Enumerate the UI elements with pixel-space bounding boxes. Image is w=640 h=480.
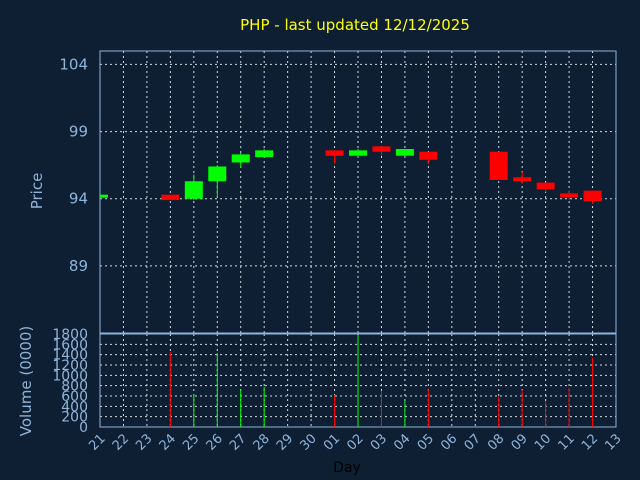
x-tick-label: 09 xyxy=(509,431,531,453)
candle-04 xyxy=(395,149,414,156)
price-frame xyxy=(99,50,617,334)
candle-24 xyxy=(161,194,180,201)
x-tick-label: 23 xyxy=(133,431,155,453)
price-tick-label: 94 xyxy=(69,190,88,208)
x-tick-label: 24 xyxy=(157,431,179,453)
candle-27 xyxy=(231,154,250,163)
candle-05 xyxy=(419,151,438,160)
price-tick-label: 104 xyxy=(59,55,88,73)
x-tick-label: 21 xyxy=(86,431,108,453)
volume-tick-label: 1200 xyxy=(52,358,88,374)
volume-tick-label: 1400 xyxy=(52,348,88,364)
price-tick-label: 99 xyxy=(69,123,88,141)
candle-02 xyxy=(349,150,367,156)
price-tick-label: 89 xyxy=(69,257,88,275)
x-tick-label: 11 xyxy=(555,431,577,453)
volume-tick-label: 800 xyxy=(61,379,88,395)
x-tick-label: 28 xyxy=(251,431,273,453)
volume-tick-label: 600 xyxy=(61,389,88,405)
candle-11 xyxy=(560,193,579,198)
x-tick-label: 03 xyxy=(368,431,390,453)
x-tick-label: 02 xyxy=(344,431,366,453)
candle-21 xyxy=(100,194,108,198)
volume-tick-label: 1800 xyxy=(52,327,88,343)
volume-axis-label: Volume (0000) xyxy=(17,326,35,436)
x-tick-label: 13 xyxy=(602,431,624,453)
volume-tick-label: 0 xyxy=(79,420,88,436)
x-tick-label: 04 xyxy=(391,431,413,453)
candle-10 xyxy=(536,182,555,190)
volume-tick-label: 1600 xyxy=(52,337,88,353)
volume-tick-label: 1000 xyxy=(52,368,88,384)
x-tick-label: 05 xyxy=(415,431,437,453)
volume-tick-label: 200 xyxy=(61,410,88,426)
volume-tick-label: 400 xyxy=(61,399,88,415)
x-tick-label: 07 xyxy=(462,431,484,453)
x-tick-label: 06 xyxy=(438,431,460,453)
x-tick-label: 12 xyxy=(579,431,601,453)
x-axis-label: Day xyxy=(333,460,361,476)
candle-08 xyxy=(489,151,508,180)
candle-26 xyxy=(208,166,227,182)
candle-09 xyxy=(513,177,532,182)
price-panel: 89 94 99 104 xyxy=(59,50,617,334)
x-tick-label: 26 xyxy=(204,431,226,453)
x-tick-label: 30 xyxy=(297,431,319,453)
x-tick-label: 01 xyxy=(321,431,343,453)
candle-12 xyxy=(583,190,602,202)
x-tick-label: 27 xyxy=(227,431,249,453)
x-tick-label: 29 xyxy=(274,431,296,453)
x-tick-label: 25 xyxy=(180,431,202,453)
x-tick-label: 22 xyxy=(110,431,132,453)
candle-25 xyxy=(184,181,203,199)
price-axis-label: Price xyxy=(28,173,46,210)
x-tick-label: 10 xyxy=(532,431,554,453)
candle-01 xyxy=(325,150,344,156)
x-tick-label: 08 xyxy=(485,431,507,453)
candle-03 xyxy=(372,146,391,152)
candle-28 xyxy=(255,150,274,158)
chart-title: PHP - last updated 12/12/2025 xyxy=(240,16,470,34)
